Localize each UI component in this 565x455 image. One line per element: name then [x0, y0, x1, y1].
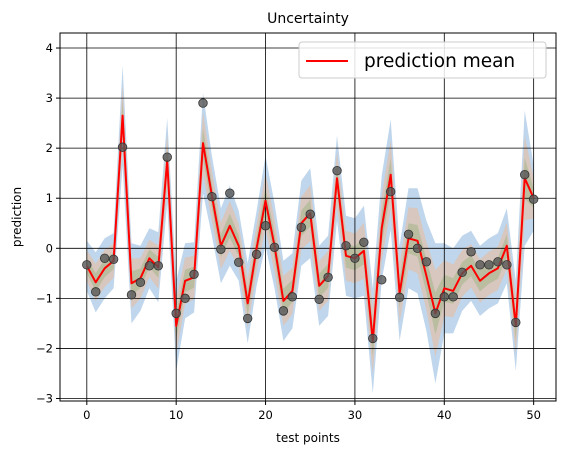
x-tick-label: 40: [437, 408, 452, 422]
observation-point: [189, 269, 199, 280]
observation-point: [278, 306, 289, 316]
observation-point: [412, 243, 423, 253]
y-tick-label: 4: [46, 41, 53, 55]
observation-point: [520, 169, 530, 180]
y-tick-label: 1: [46, 191, 53, 205]
observation-point: [466, 247, 476, 257]
observation-point: [305, 209, 315, 219]
observation-point: [162, 152, 172, 162]
observation-point: [421, 257, 432, 267]
observation-point: [251, 249, 262, 260]
y-tick-label: 3: [46, 91, 53, 105]
observation-point: [216, 244, 226, 254]
legend-box: [298, 41, 547, 79]
observation-point: [108, 254, 119, 265]
y-tick-label: 0: [46, 241, 53, 255]
chart-title: Uncertainty: [267, 11, 349, 27]
observation-points: [82, 98, 539, 344]
observation-point: [528, 194, 539, 204]
plot-frame: [59, 32, 557, 402]
observation-point: [314, 294, 324, 305]
observation-point: [269, 242, 280, 252]
observation-point: [368, 333, 378, 344]
observation-point: [448, 292, 458, 302]
observation-point: [341, 241, 351, 251]
observation-point: [323, 272, 333, 283]
uncertainty-bands: [86, 65, 534, 394]
x-axis-label: test points: [276, 431, 340, 445]
observation-point: [99, 253, 110, 264]
observation-point: [475, 260, 485, 270]
x-tick-label: 0: [83, 408, 90, 422]
observation-point: [332, 165, 342, 176]
y-tick-label: −2: [36, 341, 53, 355]
y-tick-label: 2: [46, 141, 53, 155]
observation-point: [171, 308, 181, 319]
observation-point: [439, 292, 449, 302]
observation-point: [153, 261, 164, 271]
observation-point: [126, 290, 137, 300]
observation-point: [242, 313, 253, 324]
observation-point: [350, 253, 360, 264]
x-tick-label: 30: [348, 408, 363, 422]
observation-point: [385, 187, 396, 197]
uncertainty-band-middle: [86, 84, 534, 374]
observation-point: [180, 293, 190, 304]
observation-point: [82, 260, 92, 270]
y-axis-label: prediction: [10, 187, 24, 247]
y-tick-label: −3: [36, 391, 53, 405]
legend-label: prediction mean: [364, 51, 515, 72]
observation-point: [394, 292, 405, 303]
observation-point: [117, 142, 128, 152]
observation-point: [225, 188, 235, 198]
observation-point: [502, 260, 512, 270]
observation-point: [198, 98, 208, 108]
x-tick-label: 50: [526, 408, 541, 422]
observation-point: [287, 292, 298, 302]
legend: prediction mean: [298, 41, 547, 79]
grid-lines: [60, 33, 556, 401]
observation-point: [484, 260, 494, 270]
observation-point: [511, 317, 521, 328]
observation-point: [144, 261, 155, 271]
observation-point: [135, 277, 146, 288]
observation-point: [359, 237, 369, 247]
observation-point: [377, 275, 387, 285]
axis-ticks: 0 10 20 30 40 50 −3 −2 −1 0 1 2 3 4: [36, 41, 541, 422]
observation-point: [493, 257, 503, 267]
observation-point: [234, 257, 244, 268]
observation-point: [457, 267, 467, 278]
observation-point: [403, 229, 414, 239]
x-tick-label: 20: [258, 408, 273, 422]
x-tick-label: 10: [169, 408, 184, 422]
observation-point: [91, 287, 101, 297]
observation-point: [296, 222, 306, 232]
observation-point: [207, 192, 217, 202]
observation-point: [260, 221, 271, 231]
observation-point: [430, 308, 441, 319]
y-tick-label: −1: [36, 291, 53, 305]
